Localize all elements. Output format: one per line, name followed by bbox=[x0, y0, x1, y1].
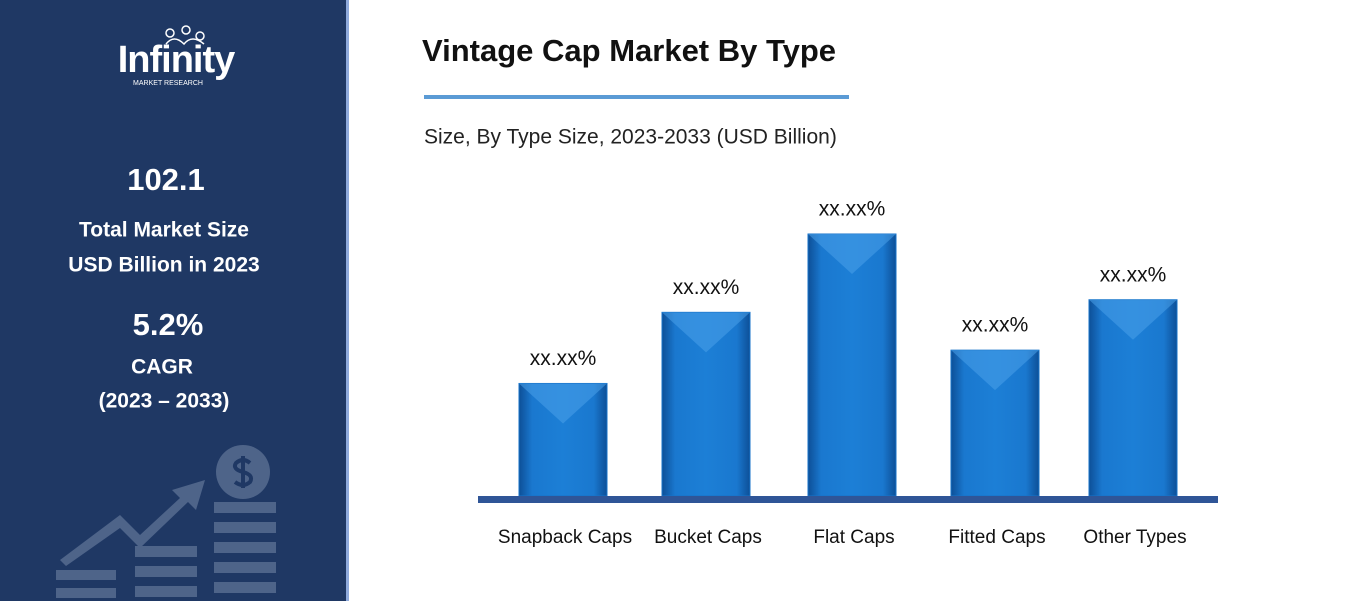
logo: Infinity bbox=[118, 39, 235, 81]
data-label: xx.xx% bbox=[673, 276, 740, 299]
baseline bbox=[478, 496, 1218, 503]
plot: xx.xx% Snapback Caps xx.xx% Bucket Caps xx.x… bbox=[498, 198, 1187, 548]
bar-bevel bbox=[519, 383, 607, 424]
market-size: 102.1 bbox=[127, 162, 205, 197]
data-label: xx.xx% bbox=[819, 198, 886, 221]
sidebar-border bbox=[346, 0, 349, 601]
logo-tagline: MARKET RESEARCH bbox=[133, 80, 203, 87]
cagr-label: CAGR bbox=[131, 356, 193, 379]
bar-bevel bbox=[1089, 299, 1177, 340]
sidebar bbox=[0, 0, 348, 601]
x-tick-label: Flat Caps bbox=[813, 527, 894, 548]
chart-title: Vintage Cap Market By Type bbox=[422, 33, 836, 68]
market-size-unit: USD Billion in 2023 bbox=[68, 254, 259, 277]
title-underline bbox=[424, 95, 849, 99]
data-label: xx.xx% bbox=[1100, 263, 1167, 286]
chart-subtitle: Size, By Type Size, 2023-2033 (USD Billi… bbox=[424, 126, 837, 149]
bar-bevel bbox=[662, 312, 750, 353]
data-label: xx.xx% bbox=[530, 347, 597, 370]
x-tick-label: Other Types bbox=[1083, 527, 1186, 548]
cagr-period: (2023 – 2033) bbox=[99, 390, 230, 413]
market-size-label: Total Market Size bbox=[79, 219, 249, 242]
x-tick-label: Fitted Caps bbox=[948, 527, 1045, 548]
logo-icon bbox=[165, 25, 205, 46]
data-label: xx.xx% bbox=[962, 314, 1029, 337]
bar-bevel bbox=[951, 350, 1039, 391]
bar-bevel bbox=[808, 234, 896, 274]
growth-icon bbox=[56, 445, 276, 598]
x-tick-label: Bucket Caps bbox=[654, 527, 762, 548]
cagr: 5.2% bbox=[133, 307, 204, 342]
x-tick-label: Snapback Caps bbox=[498, 527, 632, 548]
dollar-sign bbox=[232, 456, 254, 488]
